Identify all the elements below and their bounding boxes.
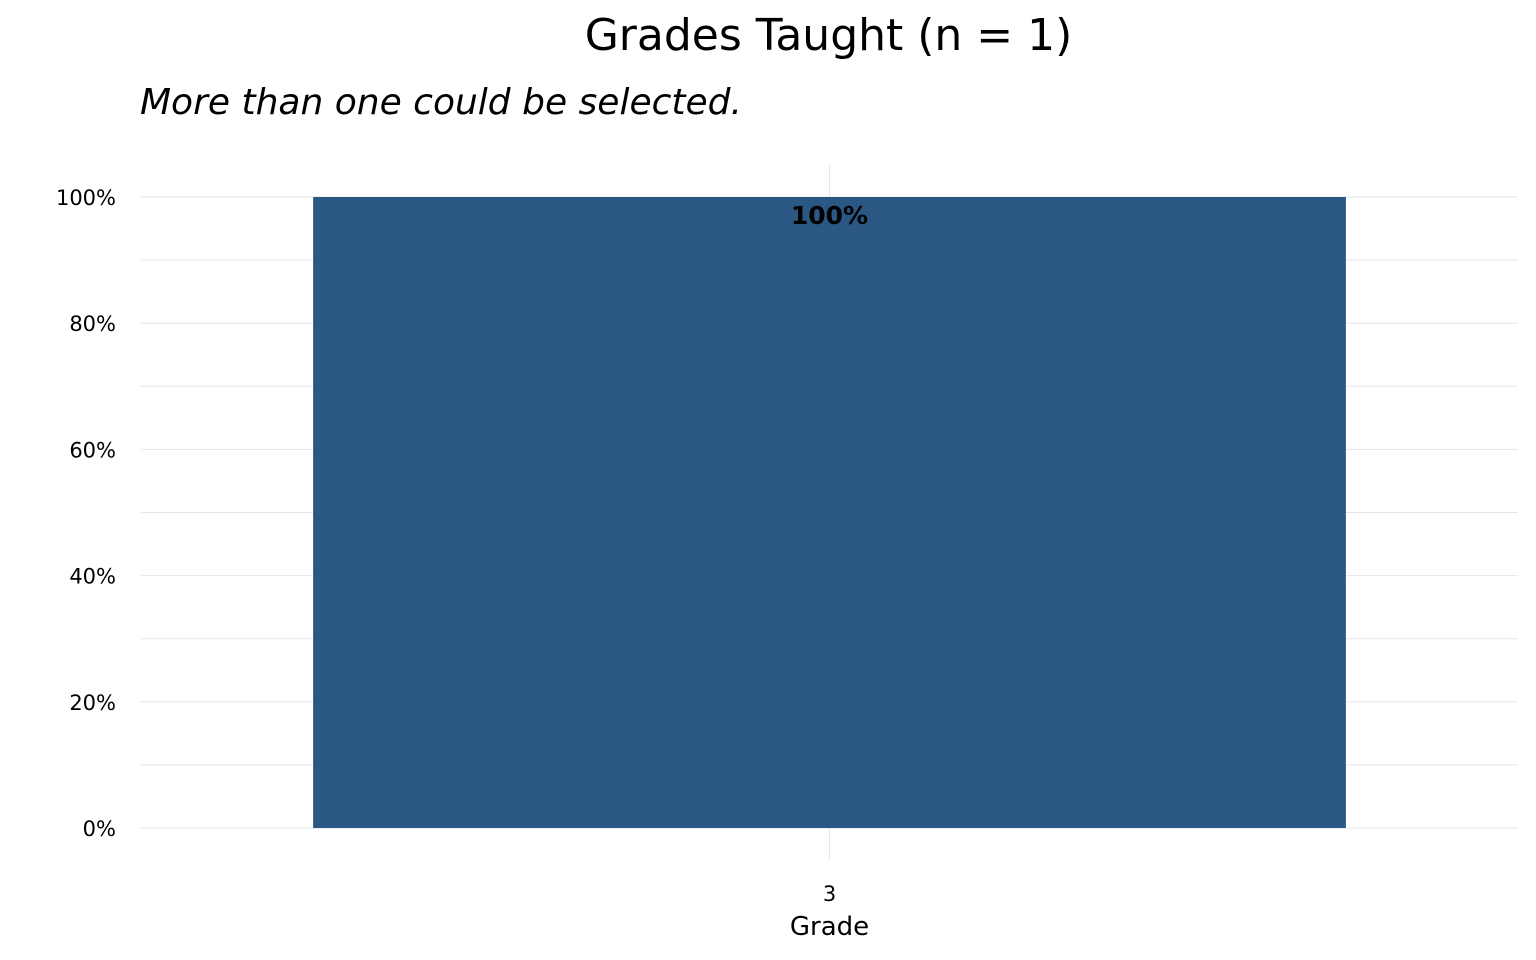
data-label: 100% [791, 201, 868, 230]
x-axis-title: Grade [790, 912, 869, 942]
x-tick-label: 3 [823, 882, 836, 906]
bar-3 [313, 197, 1346, 828]
y-tick-label: 60% [69, 438, 116, 462]
chart-subtitle: More than one could be selected. [140, 82, 742, 123]
y-tick-label: 20% [69, 691, 116, 715]
y-tick-label: 0% [83, 817, 116, 841]
y-tick-label: 40% [69, 565, 116, 589]
y-tick-label: 100% [56, 186, 116, 210]
chart-title: Grades Taught (n = 1) [584, 10, 1073, 61]
y-tick-label: 80% [69, 312, 116, 336]
